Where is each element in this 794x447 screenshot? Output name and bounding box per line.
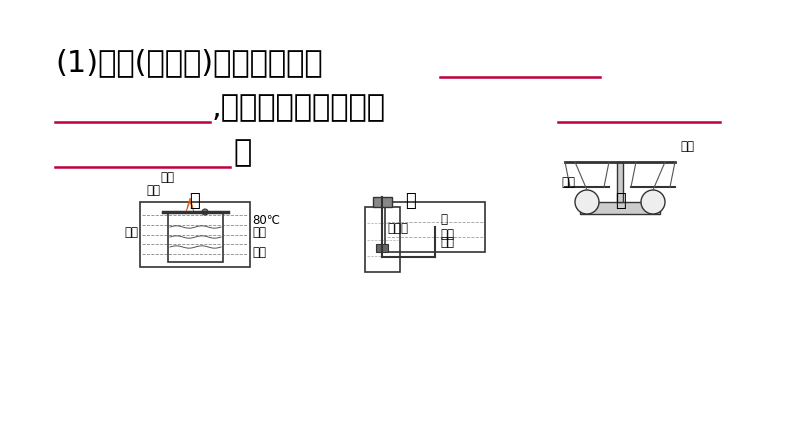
Bar [140, 202, 250, 267]
Text: 甲: 甲 [190, 192, 200, 210]
Bar [373, 197, 392, 207]
Text: 弹簧夹: 弹簧夹 [387, 222, 408, 235]
Circle shape [202, 209, 208, 215]
Text: 铜片: 铜片 [124, 225, 138, 239]
Text: 。: 。 [233, 138, 251, 167]
Bar [168, 212, 223, 262]
Text: 乙: 乙 [405, 192, 415, 210]
Text: 白磷: 白磷 [146, 184, 160, 197]
Text: 气球: 气球 [680, 140, 694, 153]
Text: 红磷: 红磷 [160, 171, 174, 184]
Text: 丙: 丙 [615, 192, 626, 210]
Circle shape [641, 190, 665, 214]
Bar [617, 162, 623, 202]
Text: 足量: 足量 [440, 228, 454, 241]
Polygon shape [186, 198, 194, 212]
Text: (1)红磷(或白磷)燃烧的现象是: (1)红磷(或白磷)燃烧的现象是 [55, 48, 322, 77]
Circle shape [575, 190, 599, 214]
Bar [376, 244, 388, 252]
Text: ,反应的化学方程式为: ,反应的化学方程式为 [212, 93, 386, 122]
Text: 80℃: 80℃ [252, 214, 280, 227]
Bar [385, 202, 485, 252]
Text: 白磷: 白磷 [561, 176, 575, 189]
Bar [580, 202, 660, 214]
Bar [365, 207, 400, 272]
Text: 白磷: 白磷 [252, 245, 266, 258]
Text: 热水: 热水 [252, 225, 266, 239]
Text: 水: 水 [440, 213, 447, 226]
Text: 红磷: 红磷 [440, 236, 454, 249]
